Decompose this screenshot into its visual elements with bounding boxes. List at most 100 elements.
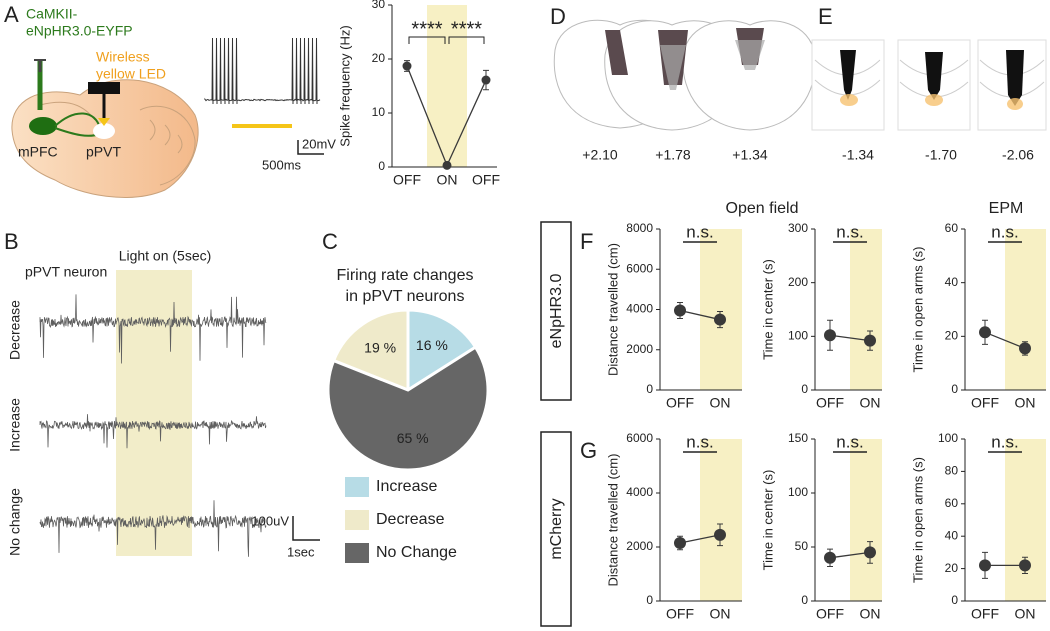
x-tick-label: ON xyxy=(710,395,731,411)
section-label: -2.06 xyxy=(1002,147,1034,163)
y-tick-label: 0 xyxy=(801,382,808,396)
pie-title: in pPVT neurons xyxy=(346,288,465,305)
y-tick-label: 20 xyxy=(372,51,386,65)
x-tick-label: OFF xyxy=(666,606,694,622)
on-highlight xyxy=(700,439,742,601)
y-tick-label: 4000 xyxy=(626,485,653,499)
mean-dot xyxy=(1019,559,1031,572)
group-box xyxy=(540,221,572,401)
mean-dot xyxy=(481,75,491,85)
y-tick-label: 2000 xyxy=(626,539,653,553)
group-box xyxy=(540,431,572,627)
y-axis-label: Distance travelled (cm) xyxy=(605,454,620,587)
extracellular-trace xyxy=(39,414,267,449)
x-tick-label: ON xyxy=(710,606,731,622)
scale-label: 500ms xyxy=(262,157,302,172)
significance-label: **** xyxy=(451,18,482,40)
y-tick-label: 6000 xyxy=(626,261,653,275)
y-tick-label: 40 xyxy=(945,528,959,542)
y-tick-label: 50 xyxy=(795,539,809,553)
row-label: No change xyxy=(7,488,23,556)
y-tick-label: 0 xyxy=(646,382,653,396)
y-tick-label: 30 xyxy=(372,0,386,11)
significance-label: **** xyxy=(411,18,442,40)
significance-label: n.s. xyxy=(991,222,1018,241)
section-label: -1.34 xyxy=(842,147,874,163)
x-tick-label: OFF xyxy=(393,172,421,188)
significance-label: n.s. xyxy=(836,432,863,451)
legend-swatch xyxy=(345,510,369,530)
mean-line xyxy=(679,309,721,321)
pie-value-label: 19 % xyxy=(364,340,396,356)
mean-dot xyxy=(979,326,991,339)
light-label: Light on (5sec) xyxy=(119,248,212,264)
y-tick-label: 20 xyxy=(945,561,959,575)
x-tick-label: ON xyxy=(437,172,458,188)
y-axis-label: Time in open arms (s) xyxy=(910,457,925,583)
mean-dot xyxy=(864,546,876,559)
y-tick-label: 0 xyxy=(378,159,385,173)
pie-value-label: 65 % xyxy=(397,430,429,446)
panel-label: B xyxy=(4,229,19,254)
group-label: eNpHR3.0 xyxy=(548,274,565,349)
mean-line xyxy=(829,551,871,559)
mean-dot xyxy=(979,559,991,572)
mean-dot xyxy=(402,61,412,71)
significance-label: n.s. xyxy=(991,432,1018,451)
legend-swatch xyxy=(345,477,369,497)
panel-label: G xyxy=(580,438,597,463)
brain-diagram xyxy=(11,59,199,198)
on-highlight xyxy=(700,229,742,390)
row-label: Decrease xyxy=(7,300,23,360)
y-tick-label: 10 xyxy=(372,105,386,119)
y-tick-label: 0 xyxy=(951,593,958,607)
construct-label: CaMKII- xyxy=(26,6,78,22)
cell-label: pPVT neuron xyxy=(25,264,107,280)
scale-bar xyxy=(292,516,320,541)
legend-label: No Change xyxy=(376,544,457,561)
x-tick-label: ON xyxy=(860,606,881,622)
thalamus-sections xyxy=(811,39,1047,131)
led-label: yellow LED xyxy=(96,66,166,82)
mean-dot xyxy=(442,160,452,170)
pie-slice xyxy=(326,345,490,472)
y-tick-label: 80 xyxy=(945,464,959,478)
y-axis-label: Time in open arms (s) xyxy=(910,247,925,373)
significance-label: n.s. xyxy=(686,432,713,451)
y-tick-label: 20 xyxy=(945,329,959,343)
y-tick-label: 4000 xyxy=(626,302,653,316)
y-axis-label: Distance travelled (cm) xyxy=(605,243,620,376)
panel-label: E xyxy=(818,4,833,29)
y-tick-label: 150 xyxy=(788,431,808,445)
y-axis-label: Time in center (s) xyxy=(760,259,775,360)
mean-dot xyxy=(674,304,686,317)
legend-swatch xyxy=(345,543,369,563)
significance-bracket xyxy=(408,36,446,44)
scale-bar xyxy=(297,140,324,155)
panel-label: C xyxy=(322,229,338,254)
on-highlight xyxy=(850,229,882,390)
y-tick-label: 2000 xyxy=(626,342,653,356)
mean-dot xyxy=(714,528,726,541)
mean-dot xyxy=(824,329,836,342)
x-tick-label: OFF xyxy=(472,172,500,188)
section-label: +2.10 xyxy=(582,147,618,163)
pie-value-label: 16 % xyxy=(416,337,448,353)
on-highlight xyxy=(427,5,467,167)
pie-slice xyxy=(331,308,410,393)
test-label: Open field xyxy=(726,200,799,217)
y-tick-label: 300 xyxy=(788,221,808,235)
scale-label: 20mV xyxy=(302,136,336,151)
mean-dot xyxy=(674,536,686,549)
y-tick-label: 6000 xyxy=(626,431,653,445)
led-label: Wireless xyxy=(96,49,150,65)
mean-dot xyxy=(714,313,726,326)
x-tick-label: ON xyxy=(1015,606,1036,622)
y-tick-label: 100 xyxy=(788,329,808,343)
y-tick-label: 200 xyxy=(788,275,808,289)
scale-label: 1sec xyxy=(287,544,315,559)
legend-label: Decrease xyxy=(376,511,445,528)
mean-line xyxy=(984,331,1026,350)
x-tick-label: OFF xyxy=(666,395,694,411)
